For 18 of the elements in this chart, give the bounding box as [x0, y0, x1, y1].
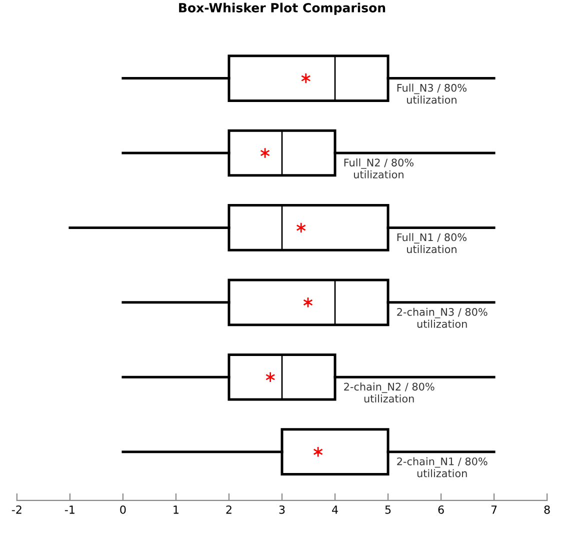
x-tick-label: 3: [279, 505, 285, 514]
chart-title: Box-Whisker Plot Comparison: [179, 2, 386, 15]
x-tick-label: 1: [174, 506, 178, 514]
x-tick-label: -1: [64, 506, 74, 514]
x-tick-label: 0: [120, 505, 126, 514]
y-tick-label: Full_N2 / 80% utilization: [344, 158, 414, 178]
y-tick-label: Full_N3 / 80% utilization: [397, 84, 467, 104]
y-tick-label: 2-chain_N3 / 80% utilization: [397, 308, 488, 328]
y-tick-label: Full_N1 / 80% utilization: [397, 233, 467, 254]
x-tick-label: 6: [438, 505, 444, 514]
x-tick-label: -2: [12, 505, 22, 514]
x-tick-label: 4: [332, 506, 338, 514]
y-tick-label: 2-chain_N1 / 80% utilization: [397, 457, 488, 478]
x-tick-label: 8: [544, 505, 550, 514]
x-tick-label: 7: [491, 506, 497, 514]
y-tick-label: 2-chain_N2 / 80% utilization: [344, 382, 434, 403]
x-tick-label: 2: [226, 505, 232, 514]
x-tick-label: 5: [385, 506, 391, 514]
